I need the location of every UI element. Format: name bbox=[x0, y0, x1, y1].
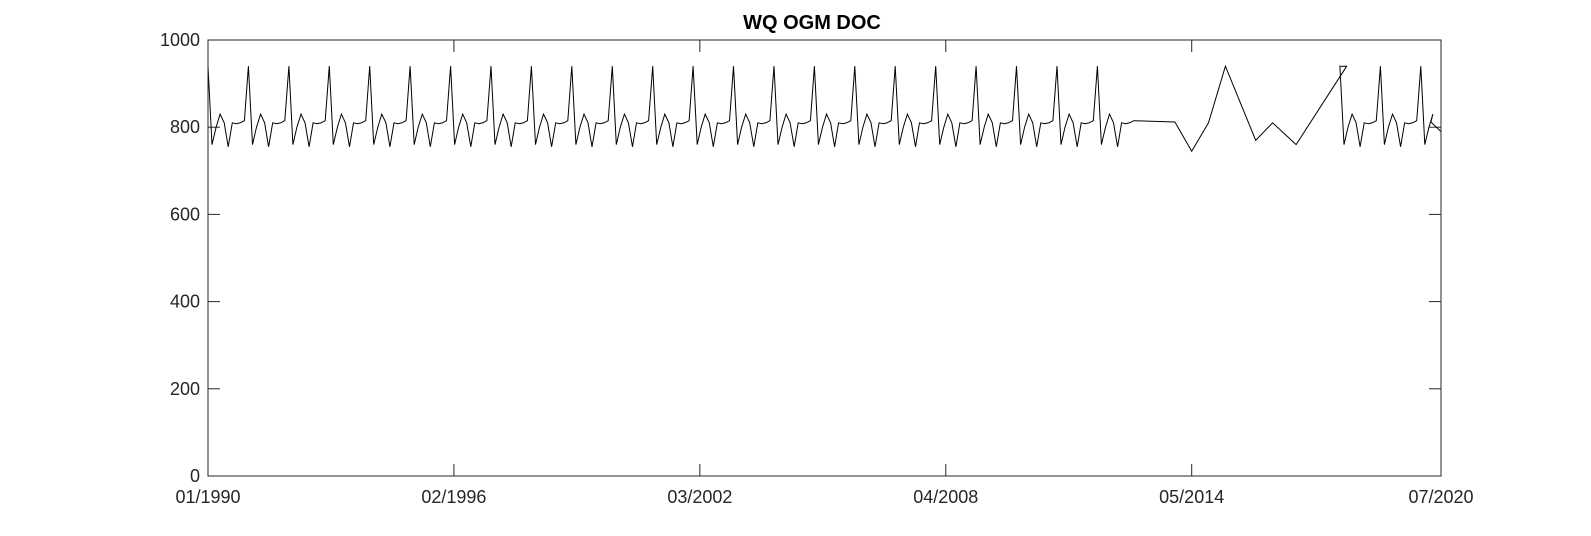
y-tick-label: 600 bbox=[170, 204, 200, 224]
y-tick-label: 1000 bbox=[160, 30, 200, 50]
x-tick-label: 04/2008 bbox=[913, 487, 978, 507]
plot-frame bbox=[207, 39, 1442, 477]
tick-label-group: 0 200 400 600 800 1000 01/1990 02/1996 03/2002 04… bbox=[160, 30, 1474, 507]
x-tick-label: 01/1990 bbox=[175, 487, 240, 507]
y-tick-label: 400 bbox=[170, 292, 200, 312]
y-tick-label: 200 bbox=[170, 379, 200, 399]
y-tick-label: 800 bbox=[170, 117, 200, 137]
y-tick-label: 0 bbox=[190, 466, 200, 486]
x-tick-label: 02/1996 bbox=[421, 487, 486, 507]
series-group bbox=[207, 64, 1442, 476]
x-tick-label: 07/2020 bbox=[1408, 487, 1473, 507]
chart-title: WQ OGM DOC bbox=[743, 12, 881, 34]
series-line bbox=[207, 64, 1442, 476]
x-tick-label: 03/2002 bbox=[667, 487, 732, 507]
x-tick-label: 05/2014 bbox=[1159, 487, 1224, 507]
